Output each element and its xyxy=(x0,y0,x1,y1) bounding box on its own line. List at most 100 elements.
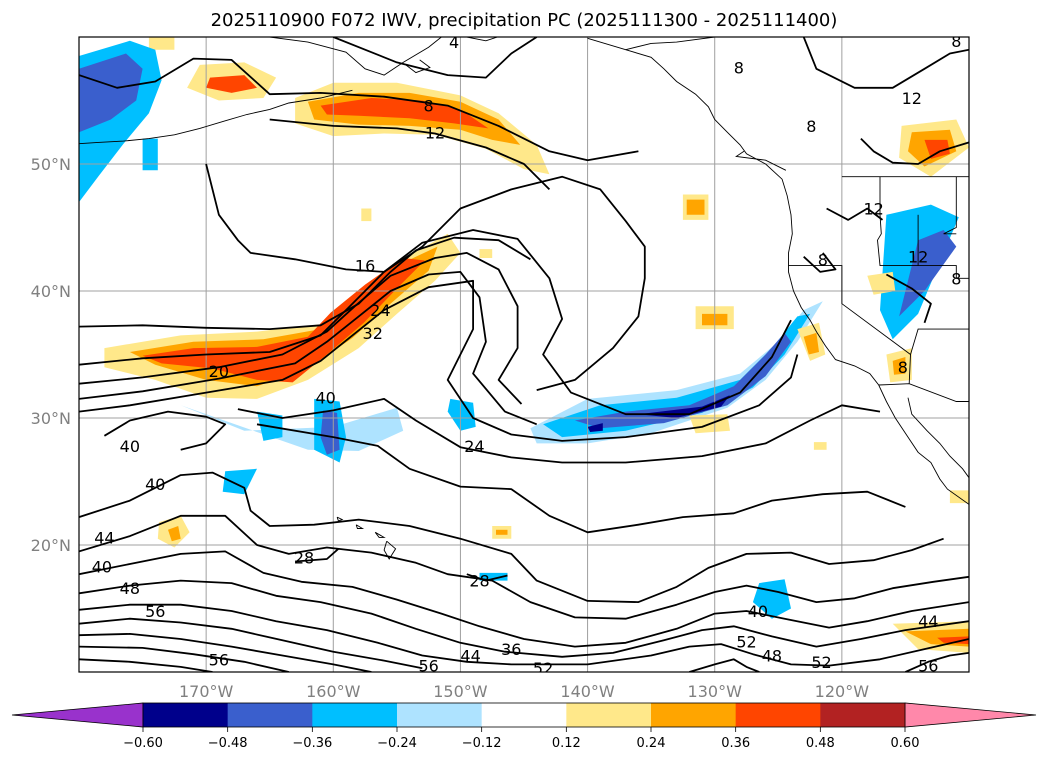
lon-tick-label-2: 150°W xyxy=(433,682,488,701)
iwv-contour-label-32: 12 xyxy=(863,199,883,218)
iwv-contour-label-35: 8 xyxy=(818,250,828,269)
lon-tick-label-1: 160°W xyxy=(306,682,361,701)
map-frame xyxy=(78,36,970,673)
iwv-contour-label-9: 40 xyxy=(120,437,140,456)
iwv-contour-10 xyxy=(256,423,906,534)
coastline-segment-11 xyxy=(943,176,957,235)
iwv-contour-label-2: 12 xyxy=(425,123,445,142)
iwv-contour-label-0: 4 xyxy=(449,33,459,52)
coastline-segment-7 xyxy=(788,265,911,384)
precip-patch-36 xyxy=(892,357,906,375)
precip-patch-11 xyxy=(543,313,811,438)
colorbar-tick-label-2: −0.36 xyxy=(292,736,332,751)
colorbar-tick-label-0: −0.60 xyxy=(123,736,163,751)
iwv-contour-27 xyxy=(885,273,932,324)
iwv-contour-label-18: 56 xyxy=(418,657,438,676)
coastline-segment-13 xyxy=(625,37,715,51)
iwv-contour-label-14: 56 xyxy=(145,602,165,621)
iwv-contour-8 xyxy=(79,279,799,442)
iwv-contour-label-19: 44 xyxy=(460,646,480,665)
precip-patch-13 xyxy=(638,395,730,418)
coastline-segment-17 xyxy=(355,524,365,529)
precip-patch-47 xyxy=(937,636,969,645)
precip-patch-2 xyxy=(320,98,489,129)
iwv-contour-14 xyxy=(79,550,969,648)
iwv-contour-9 xyxy=(237,398,881,464)
colorbar: −0.60 −0.48 −0.36 −0.24 −0.12 0.12 0.24 0.36 0.4… xyxy=(11,702,1037,751)
precip-patch-39 xyxy=(479,249,493,258)
precip-patch-49 xyxy=(361,208,372,222)
iwv-contour-label-28: 12 xyxy=(902,89,922,108)
iwv-contour-17 xyxy=(79,617,423,670)
coastline-segment-3 xyxy=(79,89,353,145)
coastline-segment-1 xyxy=(907,397,969,478)
iwv-contour-label-3: 16 xyxy=(355,257,375,276)
iwv-contour-label-1: 8 xyxy=(424,97,434,116)
iwv-contour-label-34: 8 xyxy=(951,269,961,288)
coastline-segment-12 xyxy=(910,328,969,355)
precip-patch-14 xyxy=(587,423,603,432)
precip-patch-33 xyxy=(803,332,819,355)
colorbar-extend-low xyxy=(11,702,144,728)
iwv-contour-label-13: 48 xyxy=(120,579,140,598)
precip-patch-4 xyxy=(206,75,257,93)
iwv-contour-0 xyxy=(79,57,639,162)
iwv-contour-label-7: 40 xyxy=(315,389,335,408)
iwv-contour-25 xyxy=(826,207,884,221)
iwv-contour-11 xyxy=(103,410,227,451)
iwv-contour-label-30: 8 xyxy=(806,117,816,136)
precip-patch-21 xyxy=(447,398,476,431)
coastline-segment-2 xyxy=(269,37,442,76)
iwv-contour-22 xyxy=(905,652,969,672)
iwv-contour-12 xyxy=(79,471,944,603)
lon-tick-label-3: 140°W xyxy=(560,682,615,701)
colorbar-segment-6 xyxy=(566,703,652,727)
iwv-contour-label-10: 40 xyxy=(145,475,165,494)
colorbar-tick-label-9: 0.60 xyxy=(891,736,920,751)
iwv-contour-label-6: 20 xyxy=(209,362,229,381)
colorbar-segment-2 xyxy=(227,703,313,727)
iwv-contour-23 xyxy=(802,37,969,89)
iwv-contour-15 xyxy=(79,579,969,658)
colorbar-frame xyxy=(142,702,906,728)
iwv-contour-20 xyxy=(79,658,213,672)
iwv-contour-1 xyxy=(332,37,538,79)
iwv-contour-24 xyxy=(860,137,969,165)
iwv-contour-label-21: 52 xyxy=(533,659,553,678)
precip-patch-16 xyxy=(79,53,143,133)
iwv-contour-label-8: 24 xyxy=(464,437,484,456)
latitude-axis-labels: 20°N 30°N 40°N 50°N xyxy=(31,155,71,555)
colorbar-segment-4 xyxy=(397,703,483,727)
coastline-segment-5 xyxy=(466,37,499,42)
figure-title: 2025110900 F072 IWV, precipitation PC (2… xyxy=(211,10,838,31)
coastline-segment-15 xyxy=(383,540,397,560)
colorbar-segment-9 xyxy=(820,703,906,727)
precip-patch-17 xyxy=(142,138,158,171)
graticule-layer xyxy=(79,37,969,672)
precip-patch-50 xyxy=(813,442,827,450)
precip-patch-44 xyxy=(924,139,950,159)
precip-patch-22 xyxy=(222,468,257,495)
iwv-contour-label-29: 8 xyxy=(734,58,744,77)
precip-patch-38 xyxy=(686,199,705,215)
coastline-segment-18 xyxy=(336,516,344,522)
colorbar-tick-label-6: 0.24 xyxy=(637,736,666,751)
iwv-contour-label-12: 40 xyxy=(92,558,112,577)
iwv-contour-label-33: 12 xyxy=(908,248,928,267)
lon-tick-label-5: 120°W xyxy=(815,682,870,701)
coastline-segment-4 xyxy=(405,59,431,74)
coastline-segment-16 xyxy=(374,531,386,538)
lat-tick-label-1: 30°N xyxy=(31,409,71,428)
coastline-segment-8 xyxy=(878,383,969,402)
lat-tick-label-0: 20°N xyxy=(31,536,71,555)
colorbar-tick-label-7: 0.36 xyxy=(721,736,750,751)
iwv-contour-3 xyxy=(269,118,551,191)
colorbar-segment-7 xyxy=(651,703,737,727)
iwv-contour-label-17: 56 xyxy=(209,650,229,669)
iwv-contour-21 xyxy=(689,658,760,672)
lat-tick-label-3: 50°N xyxy=(31,155,71,174)
iwv-contour-label-27: 56 xyxy=(918,657,938,676)
lon-tick-label-0: 170°W xyxy=(179,682,234,701)
precip-patch-26 xyxy=(479,572,508,581)
